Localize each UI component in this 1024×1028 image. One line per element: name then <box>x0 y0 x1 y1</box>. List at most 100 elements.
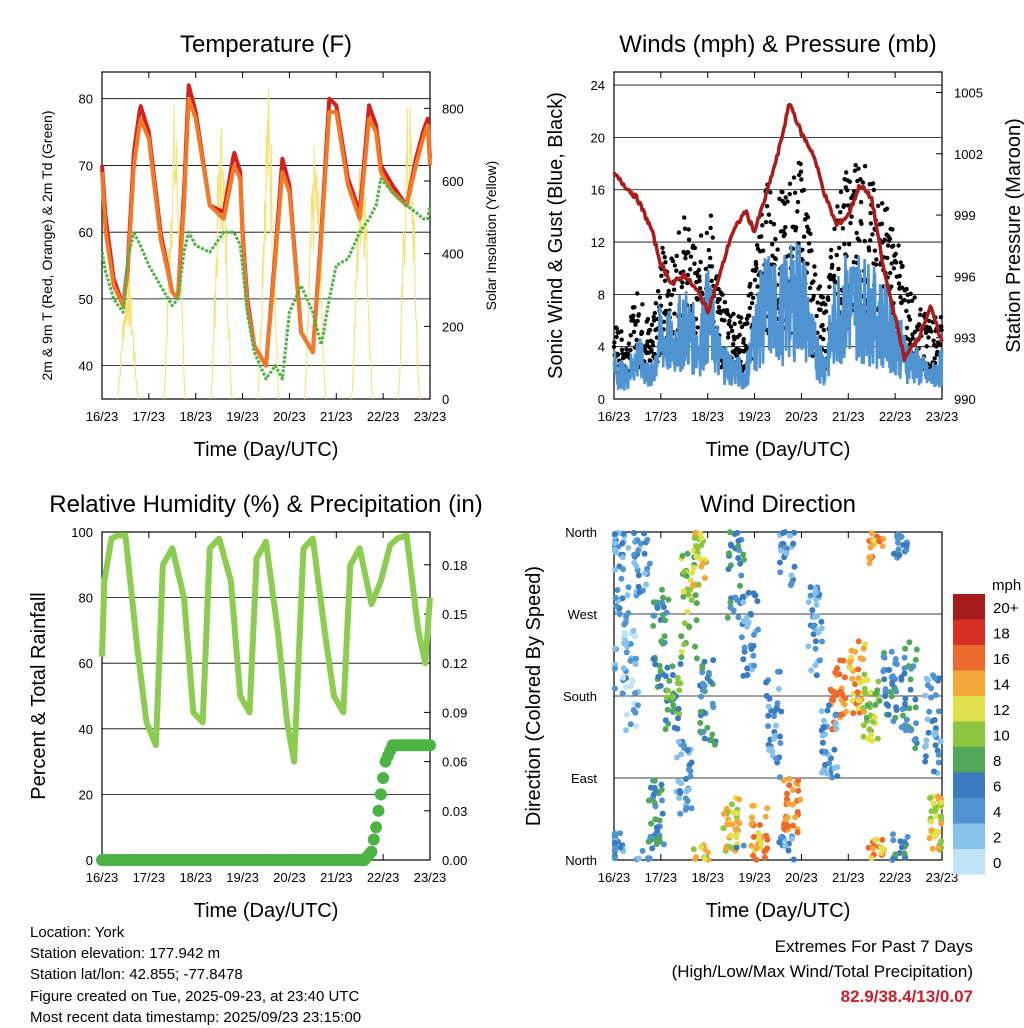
wind-gust-point <box>785 199 790 204</box>
dir-point <box>777 569 784 576</box>
wind-gust-point <box>663 260 668 265</box>
wind-gust-point <box>917 312 923 317</box>
rh-ytick-label: 40 <box>79 722 93 737</box>
dir-point <box>710 657 717 664</box>
wind-gust-point <box>683 256 688 261</box>
dir-point <box>666 677 673 684</box>
dir-point <box>927 795 933 801</box>
wind-gust-point <box>671 287 677 292</box>
rh-xtick-label: 16/23 <box>86 870 119 885</box>
dir-point <box>709 731 716 738</box>
temp-xtick-label: 21/23 <box>320 409 353 424</box>
dir-ytick-label: North <box>565 525 597 540</box>
wind-gust-point <box>854 230 859 236</box>
dir-point <box>896 552 903 559</box>
dir-point <box>860 722 867 729</box>
dir-point <box>771 735 778 742</box>
wind-y2tick-label: 993 <box>954 331 976 346</box>
wind-gust-point <box>655 289 661 294</box>
dir-point <box>734 818 741 825</box>
dir-point <box>611 645 618 652</box>
dir-point <box>907 686 914 693</box>
wind-gust-point <box>845 188 850 193</box>
dir-point <box>635 572 642 579</box>
dir-point <box>924 716 931 723</box>
dir-point <box>697 719 704 726</box>
wind-gust-point <box>652 351 657 357</box>
dir-point <box>749 814 755 821</box>
dir-point <box>674 674 681 681</box>
dir-point <box>623 649 630 656</box>
dir-point <box>727 529 733 536</box>
dir-point <box>850 710 857 717</box>
dir-point <box>872 690 879 697</box>
dir-point <box>664 706 671 713</box>
rh-xtick-label: 22/23 <box>367 870 400 885</box>
dir-point <box>705 669 712 676</box>
dir-point <box>631 530 637 536</box>
wind-gust-point <box>698 233 704 238</box>
dir-point <box>935 759 942 766</box>
dir-point <box>901 850 908 857</box>
dir-point <box>752 592 758 599</box>
dir-point <box>634 537 641 544</box>
temp-ytick-label: 60 <box>79 225 93 240</box>
dir-point <box>937 738 944 745</box>
dir-legend-label: 6 <box>993 778 1001 795</box>
wind-gust-point <box>645 339 650 344</box>
dir-point <box>687 773 694 780</box>
dir-point <box>611 846 618 853</box>
dir-ytick-label: West <box>568 607 598 622</box>
wind-gust-point <box>847 179 852 184</box>
dir-point <box>677 680 684 687</box>
wind-ytick-label: 20 <box>591 130 605 145</box>
wind-gust-point <box>868 221 874 226</box>
wind-gust-point <box>937 342 942 347</box>
dir-point <box>880 653 887 660</box>
wind-gust-point <box>727 318 732 324</box>
dir-point <box>832 669 839 676</box>
info-latlon: Station lat/lon: 42.855; -77.8478 <box>30 966 243 984</box>
dir-point <box>791 529 798 536</box>
dir-point <box>870 845 876 852</box>
wind-gust-point <box>688 267 693 272</box>
dir-point <box>861 685 868 692</box>
dir-point <box>678 654 685 661</box>
dir-point <box>871 537 878 544</box>
dir-point <box>644 565 651 572</box>
dir-point <box>619 595 626 602</box>
dir-point <box>822 761 828 768</box>
dir-point <box>684 747 691 754</box>
dir-point <box>855 666 862 673</box>
wind-pressure-line <box>612 102 944 362</box>
dir-point <box>876 697 883 704</box>
temp-ytick-label: 80 <box>79 92 93 107</box>
wind-gust-point <box>747 305 753 311</box>
dir-point <box>762 813 769 820</box>
wind-gust-point <box>811 279 816 284</box>
dir-point <box>689 569 696 576</box>
wind-gust-point <box>726 331 731 336</box>
temp-ytick-label: 40 <box>79 359 93 374</box>
dir-point <box>857 679 863 686</box>
dir-point <box>822 748 829 755</box>
dir-point <box>922 692 929 699</box>
dir-point <box>699 669 706 676</box>
dir-point <box>698 693 705 700</box>
temp-xtick-label: 20/23 <box>273 409 306 424</box>
wind-gust-point <box>858 199 864 205</box>
wind-gust-point <box>828 255 833 260</box>
dir-legend-swatch <box>953 645 985 671</box>
dir-point <box>736 547 743 554</box>
dir-point <box>892 656 899 662</box>
dir-point <box>912 704 919 711</box>
dir-point <box>774 668 781 675</box>
dir-point <box>931 717 938 723</box>
wind-gust-point <box>842 241 847 247</box>
dir-point <box>662 673 669 680</box>
dir-point <box>646 560 653 567</box>
dir-point <box>748 821 755 827</box>
dir-point <box>678 633 685 640</box>
dir-point <box>923 675 930 682</box>
wind-gust-point <box>851 260 856 265</box>
